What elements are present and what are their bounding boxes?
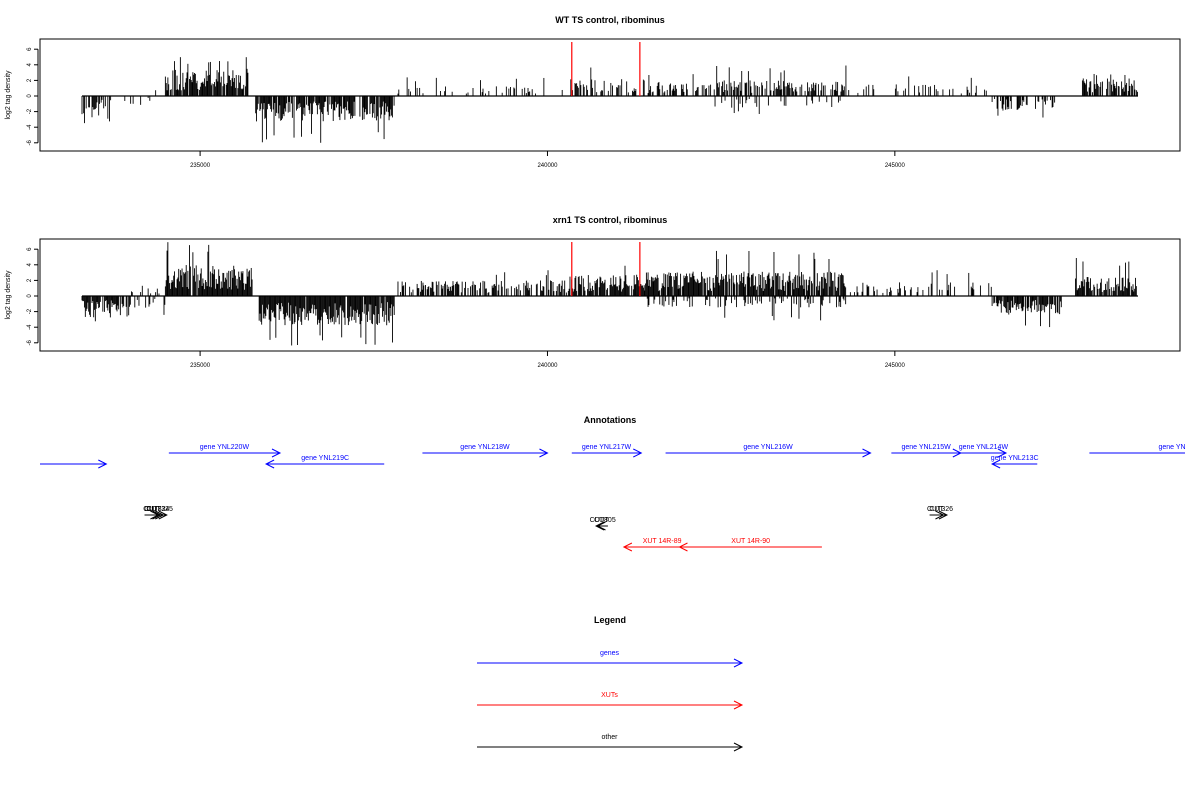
y-tick-label: 2 [27,278,33,282]
annotation-label: gene YNL212W [1159,444,1200,451]
annotation-XUT: XUT 14R-89 [622,538,701,552]
legend-arrowhead [733,700,744,710]
annotation-label: gene YNL220W [200,444,250,451]
annotation-arrowhead [862,448,872,458]
legend-title: Legend [594,615,626,625]
annotation-arrowhead [158,510,168,520]
y-tick-label: 4 [27,62,33,66]
y-axis-xrn1: -6 -4 -2 0 2 4 6 [27,247,39,345]
annotation-label: gene YNL216W [743,444,793,451]
legend-label: genes [600,650,620,657]
x-tick-label: 245000 [885,163,906,169]
legend-label: XUTs [601,692,618,699]
panel-title-wt: WT TS control, ribominus [555,15,665,25]
legend-items: genes XUTs other [477,650,744,752]
annotation-label: gene YNL214W [959,444,1009,451]
annotation-label: CUT324 [143,506,169,513]
annotation-label: gene YNL215W [901,444,951,451]
legend-panel: Legend genes XUTs other [477,615,744,752]
y-axis-wt: -6 -4 -2 0 2 4 6 [27,47,39,145]
y-tick-label: 0 [27,94,33,98]
annotation-label: CUT [144,506,159,513]
annotation-gene: gene YNL212W [1089,444,1200,454]
annotation-gene: gene YNL213C [990,455,1039,469]
annotation-arrowhead [997,448,1008,458]
legend-arrowhead [733,742,744,752]
x-tick-label: 235000 [190,363,211,369]
annotation-gene: gene YNL218W [422,444,549,458]
annotation-arrowhead [539,448,549,458]
y-tick-label: 6 [27,247,33,251]
x-axis-xrn1: 235000 240000 245000 [190,351,906,369]
annotation-arrowhead [271,448,282,458]
legend-arrowhead [733,658,744,668]
annotation-label: CUT [146,506,161,513]
coverage-panel-xrn1: xrn1 TS control, ribominus 235000 240000 2… [5,215,1181,369]
x-axis-wt: 235000 240000 245000 [190,151,906,169]
plot-frame-wt [39,38,1181,152]
legend-label: other [602,734,619,741]
annotation-other: CUT805 [590,517,616,531]
annotations-title: Annotations [584,415,637,425]
annotation-XUT: XUT 14R-90 [678,538,822,552]
y-tick-label: -4 [27,324,33,330]
coverage-panel-wt: WT TS control, ribominus 235000 240000 245… [5,15,1181,169]
y-axis-label-xrn1: log2 tag density [5,270,12,320]
y-tick-label: 4 [27,262,33,266]
annotation-features: gene YNL220W gene YNL219C gene YNL218W gene… [40,444,1200,552]
annotation-arrowhead [622,542,633,552]
annotation-arrowhead [938,510,949,520]
annotation-arrowhead [990,459,1001,469]
x-tick-label: 245000 [885,363,906,369]
annotation-label: XUT 14R-89 [643,538,682,545]
annotation-gene: gene YNL215W [891,444,962,458]
annotation-arrowhead [678,542,688,552]
annotation-label: CUT326 [927,506,953,513]
y-tick-label: -6 [27,139,33,145]
annotation-arrowhead [596,521,606,531]
annotation-other: CUT325 [147,506,173,520]
annotation-gene: gene YNL217W [571,444,643,458]
y-axis-label-wt: log2 tag density [5,70,12,120]
annotation-arrowhead [98,459,108,469]
annotation-arrowhead [264,459,275,469]
annotation-gene: gene YNL214W [959,444,1009,458]
legend-item-other: other [477,734,744,752]
annotation-arrowhead [594,521,605,531]
y-tick-label: -4 [27,124,33,130]
annotation-label: CUT [929,506,944,513]
y-tick-label: -2 [27,308,33,314]
x-tick-label: 240000 [537,163,558,169]
annotation-label: gene YNL219C [301,455,349,462]
plot-frame-xrn1 [39,238,1181,352]
legend-item-XUTs: XUTs [477,692,744,710]
coverage-bars-wt [81,42,1138,143]
annotation-other: CUT326 [927,506,953,520]
panel-title-xrn1: xrn1 TS control, ribominus [553,215,668,225]
y-tick-label: 6 [27,47,33,51]
y-tick-label: 2 [27,78,33,82]
x-tick-label: 235000 [190,163,211,169]
annotation-gene-unlabeled [40,459,108,469]
x-tick-label: 240000 [537,363,558,369]
annotation-label: CUT [594,517,609,524]
y-tick-label: -6 [27,339,33,345]
annotation-gene: gene YNL219C [264,455,385,469]
y-tick-label: 0 [27,294,33,298]
annotation-label: gene YNL217W [582,444,632,451]
annotation-arrowhead [633,448,643,458]
annotation-gene: gene YNL220W [168,444,282,458]
annotation-label: CUT325 [147,506,173,513]
annotation-label: gene YNL218W [460,444,510,451]
annotation-label: gene YNL213C [991,455,1039,462]
legend-item-genes: genes [477,650,744,668]
annotation-label: CUT805 [590,517,616,524]
annotation-label: XUT 14R-90 [731,538,770,545]
coverage-bars-xrn1 [81,242,1138,346]
y-tick-label: -2 [27,108,33,114]
annotation-gene: gene YNL216W [665,444,872,458]
